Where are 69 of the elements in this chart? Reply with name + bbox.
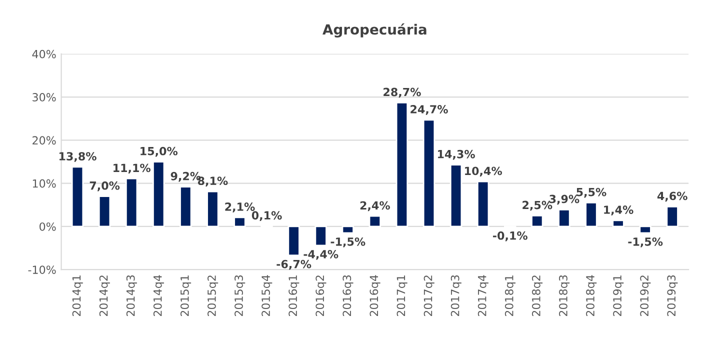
x-tick-label: 2017q3 bbox=[450, 275, 462, 316]
bar bbox=[558, 208, 570, 228]
x-tick-label: 2016q2 bbox=[316, 276, 326, 316]
bar bbox=[288, 226, 300, 256]
bar bbox=[98, 196, 111, 228]
x-tick-label: 2015q4 bbox=[262, 275, 272, 316]
data-label: 2,4% bbox=[360, 201, 390, 212]
data-label: 7,0% bbox=[90, 181, 120, 192]
x-tick-label: 2014q2 bbox=[99, 276, 110, 316]
bar bbox=[422, 119, 436, 228]
data-label: -1,5% bbox=[628, 237, 663, 248]
x-tick-label: 2018q1 bbox=[504, 275, 516, 316]
bar bbox=[342, 226, 354, 234]
y-tick-label: -10% bbox=[28, 266, 56, 274]
y-tick-label: 10% bbox=[32, 179, 56, 188]
bar bbox=[612, 220, 624, 228]
x-tick-label: 2016q3 bbox=[342, 275, 354, 316]
data-label: 2,1% bbox=[225, 202, 255, 212]
bar bbox=[396, 102, 408, 228]
x-tick-label: 2017q2 bbox=[424, 276, 434, 316]
bar bbox=[585, 202, 598, 228]
bar bbox=[531, 214, 544, 228]
data-label: -1,5% bbox=[330, 237, 366, 248]
data-label: 10,4% bbox=[465, 166, 502, 177]
y-tick-label: 20% bbox=[32, 136, 56, 145]
data-label: 15,0% bbox=[140, 146, 178, 157]
data-label: 11,1% bbox=[114, 164, 151, 174]
data-label: 24,7% bbox=[410, 105, 448, 115]
x-tick-label: 2014q3 bbox=[126, 275, 137, 316]
x-tick-label: 2017q1 bbox=[396, 275, 408, 316]
x-tick-label: 2018q3 bbox=[559, 275, 570, 316]
data-label: 0,1% bbox=[252, 211, 282, 221]
bar bbox=[450, 164, 462, 228]
x-tick-label: 2015q3 bbox=[234, 275, 246, 316]
data-label: -4,4% bbox=[304, 250, 338, 260]
data-label: 1,4% bbox=[604, 206, 634, 216]
x-tick-label: 2015q1 bbox=[180, 275, 192, 316]
chart-title: Agropecuária bbox=[322, 23, 426, 38]
data-label: 4,6% bbox=[657, 192, 688, 202]
x-tick-label: 2019q1 bbox=[613, 275, 624, 316]
bar bbox=[314, 226, 327, 246]
x-tick-label: 2019q2 bbox=[640, 276, 651, 316]
bar bbox=[71, 166, 84, 228]
bar bbox=[234, 216, 246, 228]
y-tick-label: 30% bbox=[32, 93, 56, 102]
bar bbox=[666, 206, 678, 228]
data-label: 14,3% bbox=[438, 150, 475, 160]
bar bbox=[152, 161, 165, 228]
bar bbox=[180, 186, 192, 228]
x-tick-label: 2014q1 bbox=[72, 275, 83, 316]
bar bbox=[125, 178, 138, 228]
x-tick-label: 2018q4 bbox=[586, 275, 597, 316]
y-tick-label: 0% bbox=[40, 222, 56, 231]
y-tick-label: 40% bbox=[32, 50, 56, 58]
x-tick-label: 2017q4 bbox=[478, 275, 488, 316]
data-label: 13,8% bbox=[59, 152, 96, 162]
data-label: 28,7% bbox=[384, 88, 421, 98]
bar bbox=[206, 190, 219, 228]
x-tick-label: 2018q2 bbox=[532, 276, 543, 316]
x-tick-label: 2016q4 bbox=[370, 275, 380, 316]
bar bbox=[368, 215, 382, 228]
x-tick-label: 2016q1 bbox=[288, 275, 300, 316]
bar bbox=[476, 180, 490, 228]
bar bbox=[639, 226, 652, 234]
data-label: -0,1% bbox=[492, 231, 528, 242]
x-tick-label: 2015q2 bbox=[208, 276, 218, 316]
x-tick-label: 2019q3 bbox=[667, 275, 678, 316]
x-tick-label: 2014q4 bbox=[153, 275, 164, 316]
data-label: -6,7% bbox=[276, 260, 312, 270]
